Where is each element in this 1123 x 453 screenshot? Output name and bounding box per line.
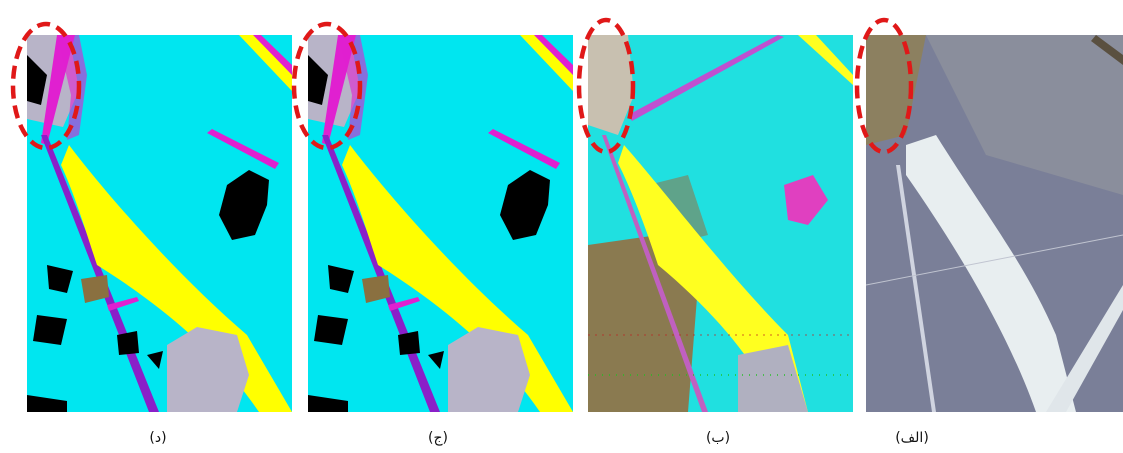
panel-label: (ب): [706, 430, 730, 446]
panel-label: (د): [149, 430, 166, 446]
panel-label: (الف): [895, 430, 929, 446]
highlight-ellipses: [10, 17, 914, 155]
map-panel: [588, 35, 853, 412]
panel-label: (ج): [428, 430, 448, 446]
map-panel: [27, 35, 292, 412]
map-panel: [308, 35, 573, 412]
photo-panel: [865, 35, 1123, 412]
